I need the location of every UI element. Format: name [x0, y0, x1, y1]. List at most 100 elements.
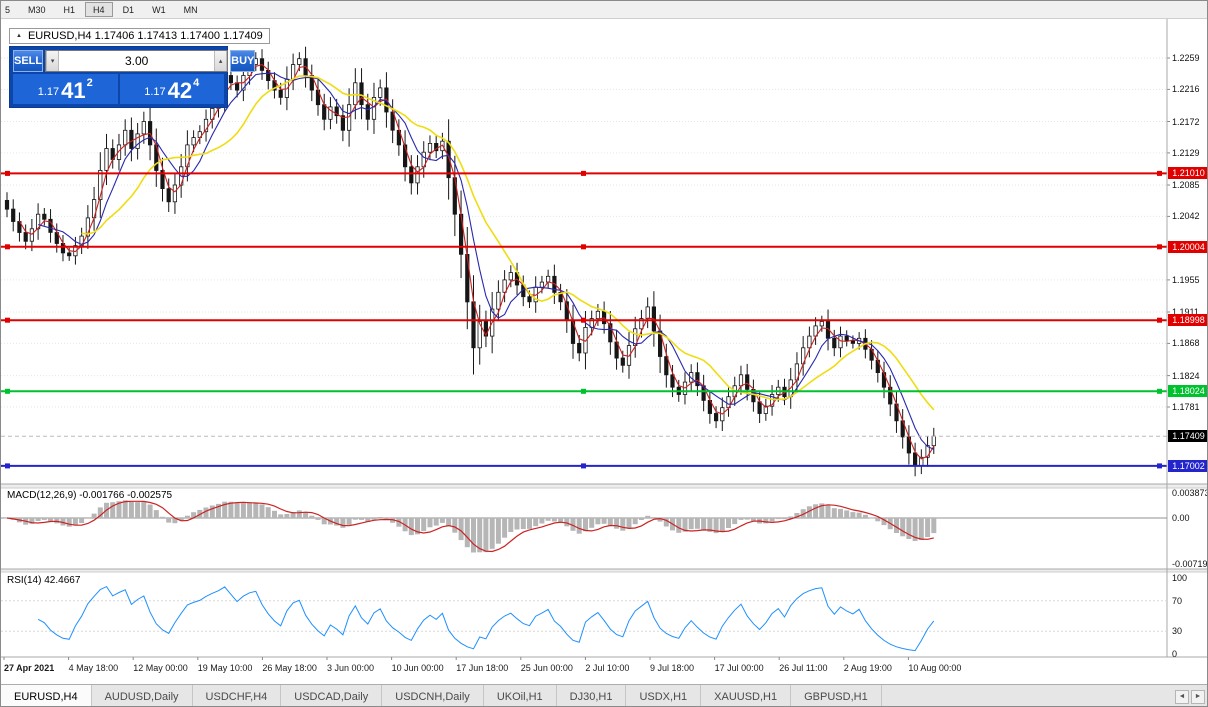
sell-button[interactable]: SELL [13, 50, 44, 72]
time-axis-label: 2 Aug 19:00 [843, 663, 892, 673]
buy-button[interactable]: BUY [230, 50, 256, 72]
chart-tab-USDCHF,H4[interactable]: USDCHF,H4 [192, 685, 282, 706]
price-axis-tick: 1.2042 [1172, 211, 1200, 221]
price-line-label: 1.18998 [1168, 314, 1207, 326]
bid-price-display[interactable]: 1.17 41 2 [13, 74, 118, 104]
hline-1.18024[interactable] [1, 388, 1167, 394]
macd-histogram [4, 500, 937, 553]
time-axis-label: 17 Jun 18:00 [456, 663, 509, 673]
timeframe-button-W1[interactable]: W1 [152, 5, 166, 15]
price-axis-tick: 1.1911 [1172, 307, 1199, 317]
price-line-label: 1.18024 [1168, 385, 1207, 397]
time-axis-label: 25 Jun 00:00 [520, 663, 573, 673]
time-axis-label: 10 Jun 00:00 [391, 663, 444, 673]
macd-axis-tick: 0.003873 [1172, 488, 1208, 498]
price-line-label: 1.17002 [1168, 460, 1207, 472]
ask-big-digits: 42 [167, 78, 193, 103]
hline-1.21010[interactable] [1, 170, 1167, 176]
time-axis-label: 9 Jul 18:00 [650, 663, 695, 673]
time-axis-label: 17 Jul 00:00 [714, 663, 764, 673]
time-axis-label: 19 May 10:00 [197, 663, 253, 673]
bid-big-digits: 41 [61, 78, 86, 103]
macd-signal-line [6, 500, 934, 553]
ask-prefix: 1.17 [144, 86, 166, 98]
chart-tab-bar: EURUSD,H4 AUDUSD,Daily USDCHF,H4 USDCAD,Dai… [1, 684, 1207, 706]
chart-tab-USDX,H1[interactable]: USDX,H1 [626, 685, 702, 706]
hline-1.17002[interactable] [1, 463, 1167, 469]
hline-1.18998[interactable] [1, 317, 1167, 323]
time-axis-label: 26 Jul 11:00 [779, 663, 828, 673]
lot-increase-button[interactable]: ▴ [214, 51, 228, 71]
price-axis-tick: 1.2172 [1172, 117, 1200, 127]
hline-1.20004[interactable] [1, 244, 1167, 250]
trade-panel-top-row: SELL ▾ ▴ BUY [13, 50, 256, 72]
chart-tab-AUDUSD,Daily[interactable]: AUDUSD,Daily [91, 685, 193, 706]
price-axis-tick: 1.1868 [1172, 338, 1200, 348]
time-axis-label: 12 May 00:00 [133, 663, 188, 673]
symbol-info-box[interactable]: ▲ EURUSD,H4 1.17406 1.17413 1.17400 1.17… [9, 28, 270, 44]
timeframe-button-M30[interactable]: M30 [28, 5, 46, 15]
rsi-axis-tick: 70 [1172, 596, 1183, 606]
bid-superscript: 2 [86, 77, 93, 89]
price-line-label: 1.21010 [1168, 167, 1207, 179]
time-axis-label: 27 Apr 2021 [4, 663, 55, 673]
chart-tab-USDCNH,Daily[interactable]: USDCNH,Daily [382, 685, 484, 706]
tab-scroll-left-icon[interactable]: ◄ [1175, 689, 1189, 704]
timeframe-toolbar: 5 M30 H1 H4 D1 W1 MN [1, 1, 1207, 19]
time-axis[interactable]: 27 Apr 2021 4 May 18:00 12 May 00:00 19 May… [1, 657, 1167, 684]
candles-layer [4, 46, 936, 477]
bid-prefix: 1.17 [37, 86, 60, 98]
price-axis-tick: 1.1781 [1172, 402, 1200, 412]
chart-canvas [1, 19, 1207, 660]
timeframe-button-MN[interactable]: MN [183, 5, 198, 15]
timeframe-button-D1[interactable]: D1 [122, 5, 135, 15]
macd-label: MACD(12,26,9) -0.001766 -0.002575 [7, 490, 173, 501]
chart-tab-GBPUSD,H1[interactable]: GBPUSD,H1 [791, 685, 882, 706]
collapse-triangle-icon[interactable]: ▲ [16, 33, 22, 39]
tab-scroll-right-icon[interactable]: ► [1191, 689, 1205, 704]
current-price-label: 1.17409 [1168, 430, 1207, 442]
chart-tab-XAUUSD,H1[interactable]: XAUUSD,H1 [701, 685, 792, 706]
time-axis-label: 2 Jul 10:00 [585, 663, 630, 673]
rsi-axis-tick: 100 [1172, 573, 1188, 583]
lot-decrease-button[interactable]: ▾ [46, 51, 60, 71]
lot-size-field: ▾ ▴ [45, 50, 229, 72]
time-axis-label: 26 May 18:00 [262, 663, 317, 673]
timeframe-button-H4[interactable]: H4 [85, 2, 113, 17]
tab-scroll-buttons: ◄ ► [1175, 685, 1207, 706]
chart-tab-USDCAD,Daily[interactable]: USDCAD,Daily [281, 685, 383, 706]
trade-panel-quote-row: 1.17 41 2 1.17 42 4 [13, 74, 224, 104]
lot-size-input[interactable] [59, 51, 215, 71]
time-axis-label: 4 May 18:00 [68, 663, 119, 673]
price-axis-tick: 1.2129 [1172, 148, 1200, 158]
chart-tab-UKOil,H1[interactable]: UKOil,H1 [483, 685, 557, 706]
macd-axis-tick: 0.00 [1172, 513, 1190, 523]
symbol-ohlc-text: EURUSD,H4 1.17406 1.17413 1.17400 1.1740… [27, 30, 263, 42]
price-axis-tick: 1.2259 [1172, 53, 1200, 63]
time-axis-label: 10 Aug 00:00 [908, 663, 962, 673]
chart-tab-EURUSD,H4[interactable]: EURUSD,H4 [1, 685, 92, 706]
timeframe-button-5[interactable]: 5 [5, 5, 11, 15]
ma-mid-blue-line [37, 72, 935, 450]
macd-axis-tick: -0.00719 [1172, 559, 1208, 569]
one-click-trading-panel: SELL ▾ ▴ BUY 1.17 41 2 1.17 42 4 [9, 46, 256, 108]
price-axis-tick: 1.1955 [1172, 275, 1200, 285]
price-line-label: 1.20004 [1168, 241, 1207, 253]
ma-slow-yellow-line [81, 75, 935, 411]
rsi-label: RSI(14) 42.4667 [7, 575, 81, 586]
chart-tab-DJ30,H1[interactable]: DJ30,H1 [556, 685, 627, 706]
price-axis-tick: 1.1824 [1172, 371, 1200, 381]
rsi-axis-tick: 0 [1172, 649, 1178, 659]
ask-superscript: 4 [193, 77, 200, 89]
rsi-axis-tick: 30 [1172, 626, 1183, 636]
price-axis-tick: 1.2216 [1172, 84, 1200, 94]
price-axis-tick: 1.2085 [1172, 180, 1200, 190]
time-axis-label: 3 Jun 00:00 [327, 663, 375, 673]
timeframe-button-H1[interactable]: H1 [63, 5, 76, 15]
price-axis[interactable]: 1.2259 1.2216 1.2172 1.2129 1.2085 1.2042 1.19… [1168, 19, 1208, 659]
chart-region[interactable]: ▲ EURUSD,H4 1.17406 1.17413 1.17400 1.17… [1, 19, 1208, 684]
rsi-line [37, 585, 935, 652]
ask-price-display[interactable]: 1.17 42 4 [119, 74, 224, 104]
ma-fast-red-line [18, 63, 935, 460]
